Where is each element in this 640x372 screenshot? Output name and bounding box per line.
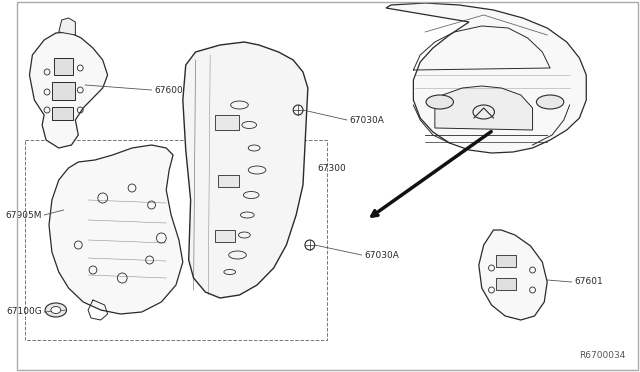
Polygon shape	[183, 42, 308, 298]
Polygon shape	[435, 86, 532, 130]
Text: 67030A: 67030A	[350, 115, 385, 125]
Polygon shape	[59, 18, 76, 35]
Text: 67300: 67300	[317, 164, 346, 173]
Bar	[24, 140, 328, 340]
Polygon shape	[386, 3, 586, 153]
Text: 67030A: 67030A	[365, 250, 399, 260]
Ellipse shape	[51, 307, 61, 314]
Polygon shape	[52, 107, 74, 120]
Bar	[218, 175, 239, 187]
Text: 67600: 67600	[154, 86, 183, 94]
Polygon shape	[52, 82, 76, 100]
Text: 67905M: 67905M	[6, 211, 42, 219]
Ellipse shape	[536, 95, 564, 109]
Text: 67601: 67601	[575, 278, 604, 286]
Bar	[215, 230, 235, 242]
Polygon shape	[29, 32, 108, 148]
Polygon shape	[54, 58, 74, 75]
Bar	[497, 278, 516, 290]
Ellipse shape	[45, 303, 67, 317]
Ellipse shape	[426, 95, 453, 109]
Polygon shape	[479, 230, 547, 320]
Bar	[215, 115, 239, 130]
Text: 67100G: 67100G	[6, 308, 42, 317]
Bar	[497, 255, 516, 267]
Text: R6700034: R6700034	[579, 351, 625, 360]
Polygon shape	[49, 145, 183, 314]
